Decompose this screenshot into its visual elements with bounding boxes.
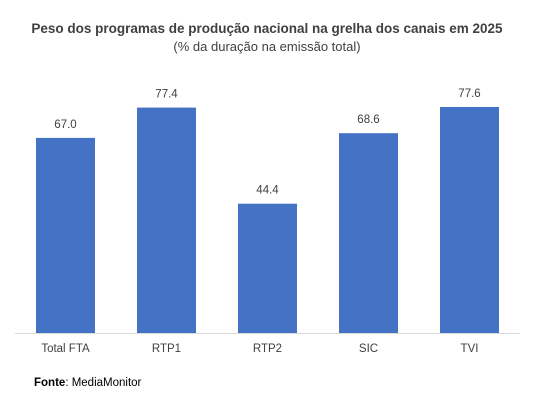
data-label: 77.4	[155, 89, 178, 101]
x-tick-label: SIC	[359, 343, 378, 355]
x-tick-label: RTP2	[253, 343, 282, 355]
data-label: 68.6	[357, 114, 379, 126]
chart-subtitle: (% da duração na emissão total)	[173, 39, 361, 54]
bar-tvi	[440, 107, 499, 333]
bar-total-fta	[36, 137, 95, 333]
x-tick-label: Total FTA	[41, 343, 90, 355]
x-tick-label: RTP1	[152, 343, 181, 355]
chart-title: Peso dos programas de produção nacional …	[31, 21, 503, 36]
bar-rtp2	[238, 203, 297, 333]
x-tick-label: TVI	[461, 343, 479, 355]
bar-rtp1	[137, 107, 196, 333]
source-note: Fonte: MediaMonitor	[34, 377, 141, 389]
data-label: 44.4	[256, 185, 279, 197]
bar-sic	[339, 133, 398, 333]
data-label: 67.0	[54, 119, 76, 131]
source-text: : MediaMonitor	[65, 377, 142, 389]
data-label: 77.6	[458, 88, 480, 100]
source-label: Fonte	[34, 377, 66, 389]
